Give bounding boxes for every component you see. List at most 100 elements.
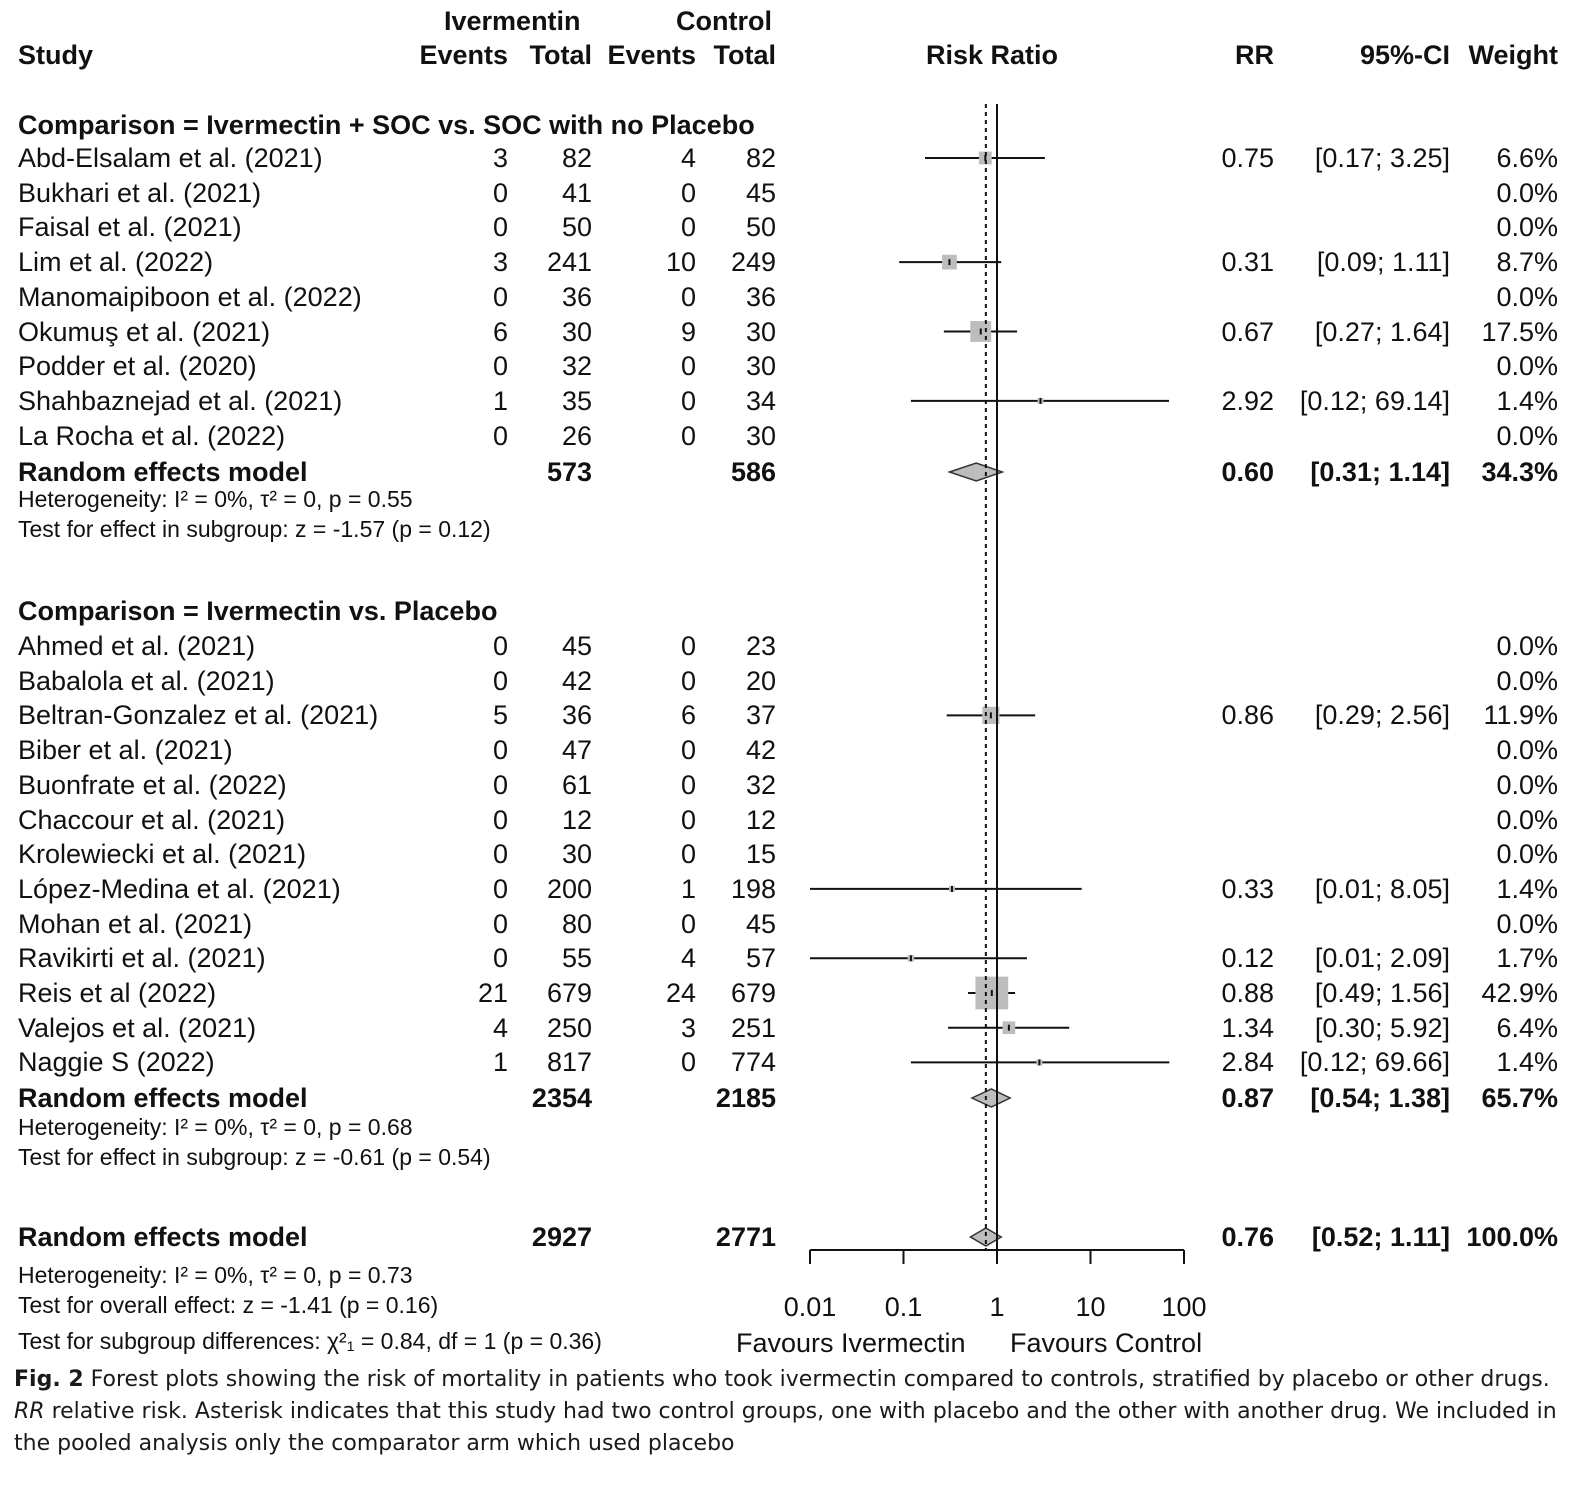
study-name: Lim et al. (2022) <box>18 247 214 278</box>
header-risk-ratio: Risk Ratio <box>926 40 1059 70</box>
model-name: Random effects model <box>18 1083 308 1113</box>
control-total: 20 <box>745 665 776 696</box>
iv-events: 0 <box>492 177 508 208</box>
model-iv-total: 573 <box>546 457 592 487</box>
subgroup-test: Test for effect in subgroup: z = -0.61 (… <box>18 1144 491 1170</box>
favours-ivermectin-label: Favours Ivermectin <box>736 1328 966 1358</box>
control-total: 249 <box>730 247 776 278</box>
iv-events: 0 <box>492 212 508 243</box>
overall-weight: 100.0% <box>1466 1222 1558 1252</box>
overall-rr: 0.76 <box>1221 1222 1274 1252</box>
header-control-group: Control <box>676 6 772 36</box>
control-events: 0 <box>680 351 696 382</box>
heterogeneity: Heterogeneity: I² = 0%, τ² = 0, p = 0.68 <box>18 1114 413 1140</box>
iv-events: 0 <box>492 420 508 451</box>
ci-value: [0.12; 69.14] <box>1299 385 1450 416</box>
weight-value: 0.0% <box>1496 735 1558 766</box>
subgroup-test: Test for effect in subgroup: z = -1.57 (… <box>18 516 491 542</box>
control-total: 30 <box>745 420 776 451</box>
header-weight: Weight <box>1468 40 1559 70</box>
ci-value: [0.29; 2.56] <box>1314 700 1450 731</box>
ci-value: [0.09; 1.11] <box>1316 247 1450 278</box>
weight-value: 0.0% <box>1496 804 1558 835</box>
overall-effect-test: Test for overall effect: z = -1.41 (p = … <box>18 1292 439 1318</box>
header-ivermectin-group: Ivermentin <box>444 6 581 36</box>
model-diamond <box>970 1088 1012 1108</box>
iv-total: 61 <box>561 769 592 800</box>
header-study: Study <box>18 40 94 70</box>
x-tick-label: 1 <box>989 1292 1005 1322</box>
iv-total: 35 <box>561 385 592 416</box>
weight-value: 0.0% <box>1496 212 1558 243</box>
control-events: 4 <box>680 143 696 173</box>
control-total: 30 <box>745 351 776 382</box>
control-events: 0 <box>680 212 696 243</box>
weight-value: 8.7% <box>1496 247 1558 278</box>
ci-value: [0.30; 5.92] <box>1314 1012 1450 1043</box>
iv-events: 1 <box>492 385 508 416</box>
header-iv-total: Total <box>529 40 593 70</box>
model-weight: 34.3% <box>1481 457 1558 487</box>
control-events: 0 <box>680 908 696 939</box>
control-events: 0 <box>680 631 696 661</box>
favours-control-label: Favours Control <box>1010 1328 1203 1358</box>
rr-value: 0.75 <box>1221 143 1274 173</box>
study-name: Babalola et al. (2021) <box>18 665 275 696</box>
iv-total: 47 <box>561 735 592 766</box>
control-events: 1 <box>680 873 696 904</box>
study-name: Beltran-Gonzalez et al. (2021) <box>18 700 379 731</box>
ci-value: [0.27; 1.64] <box>1314 316 1450 347</box>
iv-total: 32 <box>561 351 592 382</box>
iv-total: 679 <box>546 978 592 1008</box>
control-events: 24 <box>665 978 696 1008</box>
iv-events: 6 <box>492 316 508 347</box>
iv-events: 0 <box>492 873 508 904</box>
control-total: 34 <box>745 385 776 416</box>
overall-iv-total: 2927 <box>531 1222 592 1252</box>
iv-total: 55 <box>561 943 592 974</box>
study-name: La Rocha et al. (2022) <box>18 420 286 451</box>
study-name: Buonfrate et al. (2022) <box>18 769 287 800</box>
iv-total: 41 <box>561 177 592 208</box>
model-rr: 0.87 <box>1221 1083 1274 1113</box>
header-c-events: Events <box>607 40 696 70</box>
rr-value: 2.84 <box>1221 1047 1274 1078</box>
iv-total: 50 <box>561 212 592 243</box>
x-tick-label: 0.01 <box>783 1292 837 1322</box>
subgroup-title: Comparison = Ivermectin vs. Placebo <box>18 596 498 626</box>
caption-rr-abbr: RR <box>14 1399 45 1424</box>
model-control-total: 586 <box>730 457 776 487</box>
iv-events: 1 <box>492 1047 508 1078</box>
model-rr: 0.60 <box>1221 457 1274 487</box>
iv-total: 817 <box>546 1047 592 1078</box>
rr-value: 0.33 <box>1221 873 1274 904</box>
study-name: López-Medina et al. (2021) <box>18 873 341 904</box>
control-total: 251 <box>730 1012 776 1043</box>
control-total: 82 <box>745 143 776 173</box>
rr-value: 0.12 <box>1221 943 1274 974</box>
study-name: Naggie S (2022) <box>18 1047 215 1078</box>
figure-caption: Fig. 2 Forest plots showing the risk of … <box>14 1364 1574 1460</box>
iv-total: 241 <box>546 247 592 278</box>
control-events: 0 <box>680 1047 696 1078</box>
study-name: Chaccour et al. (2021) <box>18 804 286 835</box>
control-events: 0 <box>680 769 696 800</box>
iv-total: 42 <box>561 665 592 696</box>
control-events: 0 <box>680 385 696 416</box>
iv-total: 45 <box>561 631 592 661</box>
control-total: 42 <box>745 735 776 766</box>
control-events: 0 <box>680 420 696 451</box>
weight-value: 0.0% <box>1496 665 1558 696</box>
iv-events: 5 <box>492 700 508 731</box>
heterogeneity: Heterogeneity: I² = 0%, τ² = 0, p = 0.55 <box>18 486 413 512</box>
control-events: 0 <box>680 804 696 835</box>
weight-value: 0.0% <box>1496 839 1558 870</box>
overall-ci: [0.52; 1.11] <box>1311 1222 1450 1252</box>
overall-heterogeneity: Heterogeneity: I² = 0%, τ² = 0, p = 0.73 <box>18 1262 413 1288</box>
header-rr: RR <box>1235 40 1274 70</box>
iv-events: 4 <box>492 1012 508 1043</box>
caption-text-b: relative risk. Asterisk indicates that t… <box>14 1399 1557 1456</box>
x-tick-label: 100 <box>1161 1292 1207 1322</box>
study-name: Mohan et al. (2021) <box>18 908 253 939</box>
rr-value: 2.92 <box>1221 385 1274 416</box>
